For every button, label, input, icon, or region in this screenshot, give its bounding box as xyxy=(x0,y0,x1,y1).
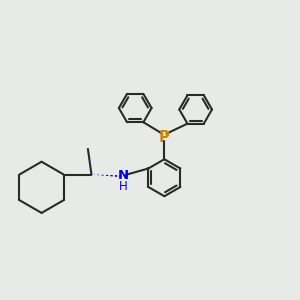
Text: N: N xyxy=(118,169,129,182)
Text: H: H xyxy=(119,180,128,193)
Text: P: P xyxy=(159,130,170,145)
